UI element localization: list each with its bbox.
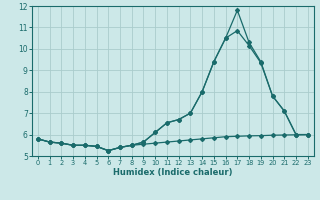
X-axis label: Humidex (Indice chaleur): Humidex (Indice chaleur) bbox=[113, 168, 233, 177]
